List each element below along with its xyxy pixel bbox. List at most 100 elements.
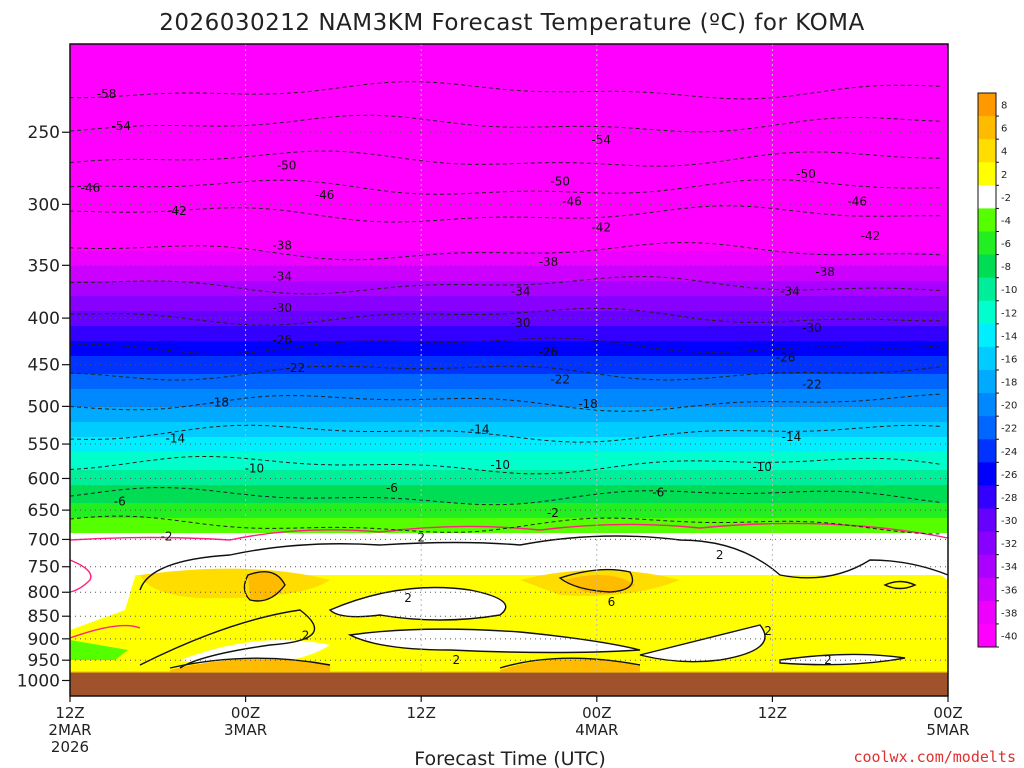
x-tick-label: 12Z (55, 704, 84, 722)
isotherm-line (69, 456, 943, 475)
temperature-band (70, 149, 948, 153)
colorbar-swatch (978, 346, 996, 371)
colorbar-swatch (978, 208, 996, 232)
colorbar-tick-label: -16 (1001, 354, 1017, 365)
temperature-band (70, 143, 948, 147)
colorbar-tick-label: -36 (1001, 585, 1017, 596)
temperature-band (70, 158, 948, 162)
temperature-band (70, 284, 948, 288)
temperature-band (70, 524, 948, 528)
temperature-band (70, 395, 948, 399)
isotherm-line (69, 365, 943, 381)
temperature-band (70, 257, 948, 261)
isotherm-line (69, 393, 943, 412)
colorbar-tick-label: 4 (1001, 147, 1007, 158)
isotherm-line (69, 179, 943, 195)
colorbar-tick-label: -24 (1001, 447, 1017, 458)
temperature-band (70, 314, 948, 318)
colorbar-tick-label: -32 (1001, 539, 1017, 550)
x-tick-label: 4MAR (575, 721, 618, 739)
y-axis: 250 300 350 400 450 500 550 600 650 700 750 800 850 9… (17, 123, 70, 691)
colorbar-swatch (978, 162, 996, 186)
y-tick-label: 500 (28, 397, 60, 417)
temperature-band (70, 371, 948, 375)
temperature-band (70, 161, 948, 165)
temperature-band (70, 476, 948, 480)
temperature-band (70, 467, 948, 471)
temperature-band (70, 512, 948, 516)
temperature-band (70, 80, 948, 84)
contour-label: -6 (386, 481, 398, 495)
temperature-band (70, 518, 948, 522)
temperature-band (70, 419, 948, 423)
temperature-band (70, 92, 948, 96)
temperature-band (70, 290, 948, 294)
temperature-band (70, 437, 948, 441)
contour-label: 6 (608, 595, 616, 609)
temperature-band (70, 563, 948, 567)
zero-isotherm (69, 624, 141, 639)
temperature-band (70, 188, 948, 192)
x-tick-label: 00Z (231, 704, 260, 722)
temperature-band (70, 134, 948, 138)
contour-label: -22 (286, 361, 306, 375)
temperature-band (70, 311, 948, 315)
white-pocket (640, 625, 765, 662)
temperature-band (70, 209, 948, 213)
temperature-band (70, 251, 948, 255)
y-tick-label: 550 (28, 435, 60, 455)
temperature-band (70, 428, 948, 432)
white-pocket (180, 640, 330, 668)
x-tick-label: 3MAR (224, 721, 267, 739)
temperature-band (70, 56, 948, 60)
temperature-band (70, 275, 948, 279)
temperature-bands (70, 44, 948, 675)
temperature-band (70, 353, 948, 357)
contour-label: -26 (776, 351, 796, 365)
temperature-band (70, 47, 948, 51)
temperature-band (70, 62, 948, 66)
temperature-band (70, 623, 948, 627)
contour-label: -50 (796, 167, 816, 181)
temperature-band (70, 140, 948, 144)
temperature-band (70, 665, 948, 669)
temperature-band (70, 521, 948, 525)
colorbar-swatch (978, 93, 996, 117)
warm-pocket (248, 571, 285, 601)
isotherm-line (69, 515, 942, 535)
warm-outline (883, 580, 917, 590)
temperature-band (70, 446, 948, 450)
colorbar-swatch (978, 254, 996, 279)
temperature-band (70, 173, 948, 177)
temperature-band (70, 551, 948, 555)
colorbar-swatch (978, 531, 996, 556)
temperature-band (70, 440, 948, 444)
warm-outline (328, 586, 507, 621)
temperature-band (70, 146, 948, 150)
contour-label: -10 (245, 461, 265, 475)
colorbar-swatch (978, 508, 996, 532)
temperature-band (70, 233, 948, 237)
temperature-band (70, 575, 948, 579)
temperature-band (70, 215, 948, 219)
temperature-band (70, 587, 948, 591)
plot-frame (69, 43, 949, 697)
temperature-band (70, 320, 948, 324)
colorbar-swatch (978, 139, 996, 163)
temperature-band (70, 350, 948, 354)
temperature-band (70, 485, 948, 489)
contour-label: -38 (539, 255, 559, 269)
contour-label: -6 (114, 495, 126, 509)
contour-label: -14 (470, 422, 490, 436)
temperature-band (70, 137, 948, 141)
temperature-band (70, 557, 948, 561)
contour-label: -34 (272, 269, 292, 283)
colorbar-swatch (978, 439, 996, 463)
contour-labels: -58 -54 -54 -50 -50 -50 -46 -46 -46 -46 -42 -42 -42 -… (81, 87, 881, 667)
colorbar-tick-label: -8 (1001, 262, 1011, 273)
temperature-band (70, 599, 948, 603)
temperature-band (70, 221, 948, 225)
temperature-band (70, 263, 948, 267)
colorbar-tick-label: -38 (1001, 608, 1017, 619)
